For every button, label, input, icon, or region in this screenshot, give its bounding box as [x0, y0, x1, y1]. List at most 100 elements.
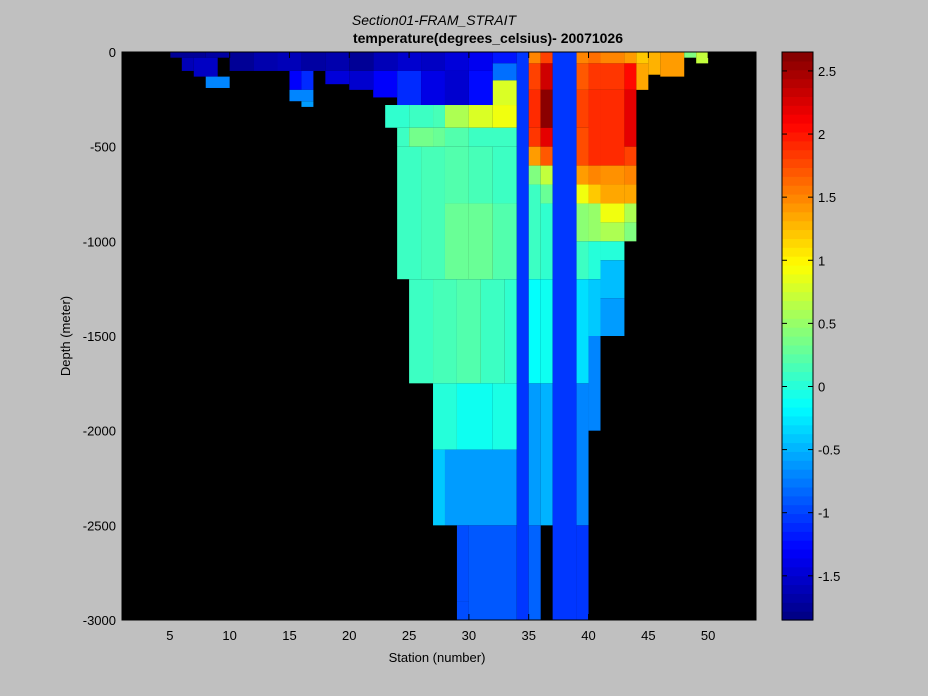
- heatmap-cell: [576, 279, 589, 384]
- x-tick-label: 20: [342, 628, 356, 643]
- heatmap-cell: [540, 63, 553, 90]
- heatmap-cell: [444, 127, 469, 147]
- heatmap-cell: [576, 52, 589, 64]
- heatmap-cell: [444, 146, 469, 204]
- heatmap-cell: [624, 184, 637, 204]
- heatmap-cell: [480, 279, 505, 384]
- heatmap-cell: [444, 105, 469, 128]
- heatmap-cell: [193, 57, 218, 77]
- x-tick-label: 5: [166, 628, 173, 643]
- heatmap-cell: [528, 146, 541, 166]
- heatmap-cell: [588, 279, 601, 336]
- heatmap-cell: [528, 184, 541, 280]
- heatmap-cell: [600, 260, 625, 299]
- heatmap-plot-area: [121, 51, 757, 621]
- colorbar-tick-label: 2: [818, 127, 825, 142]
- colorbar-band: [782, 460, 813, 470]
- heatmap-cell: [600, 165, 625, 185]
- colorbar-band: [782, 87, 813, 97]
- colorbar-band: [782, 611, 813, 621]
- colorbar-band: [782, 575, 813, 586]
- colorbar-band: [782, 415, 813, 426]
- heatmap-cell: [588, 336, 601, 431]
- heatmap-cell: [600, 222, 625, 242]
- colorbar-band: [782, 407, 813, 417]
- colorbar-band: [782, 194, 813, 204]
- colorbar-band: [782, 318, 813, 328]
- heatmap-cell: [468, 52, 493, 71]
- heatmap-cell: [456, 279, 481, 384]
- heatmap-cell: [660, 52, 685, 77]
- heatmap-cell: [528, 89, 541, 128]
- colorbar-band: [782, 176, 813, 186]
- heatmap-cell: [397, 146, 422, 280]
- colorbar-band: [782, 478, 813, 488]
- heatmap-cell: [349, 52, 374, 71]
- colorbar: 2.5 2 1.5 1 0.5 0 -0.5 -1 -1.5: [781, 51, 840, 621]
- heatmap-cell: [492, 203, 517, 280]
- y-tick-label: 0: [109, 45, 116, 60]
- heatmap-cell: [588, 89, 601, 166]
- colorbar-band: [782, 540, 813, 550]
- colorbar-band: [782, 327, 813, 337]
- colorbar-ticks: 2.5 2 1.5 1 0.5 0 -0.5 -1 -1.5: [782, 64, 840, 584]
- heatmap-cell: [433, 383, 457, 450]
- colorbar-band: [782, 185, 813, 195]
- heatmap-cell: [540, 279, 553, 384]
- heatmap-cell: [588, 165, 601, 185]
- colorbar-band: [782, 114, 813, 124]
- heatmap-cell: [600, 298, 625, 336]
- colorbar-band: [782, 504, 813, 515]
- colorbar-tick-label: 0: [818, 379, 825, 394]
- heatmap-cell: [636, 63, 649, 90]
- heatmap-cell: [576, 241, 589, 280]
- colorbar-band: [782, 78, 813, 89]
- heatmap-cell: [624, 52, 637, 64]
- x-axis-label: Station (number): [389, 650, 486, 665]
- heatmap-cell: [540, 127, 553, 147]
- colorbar-band: [782, 69, 813, 80]
- heatmap-cell: [444, 449, 517, 526]
- y-tick-label: -1500: [83, 329, 116, 344]
- heatmap-cell: [528, 165, 541, 185]
- colorbar-band: [782, 60, 813, 71]
- y-tick-label: -3000: [83, 613, 116, 628]
- colorbar-band: [782, 105, 813, 115]
- heatmap-cell: [600, 241, 625, 261]
- heatmap-cell: [528, 383, 541, 526]
- heatmap-cell: [229, 52, 254, 71]
- colorbar-band: [782, 220, 813, 231]
- colorbar-band: [782, 336, 813, 346]
- colorbar-band: [782, 140, 813, 151]
- heatmap-cell: [576, 203, 589, 242]
- heatmap-cell: [421, 70, 445, 106]
- heatmap-cell: [385, 105, 410, 128]
- heatmap-cell: [468, 127, 517, 147]
- x-tick-label: 45: [641, 628, 655, 643]
- colorbar-band: [782, 433, 813, 444]
- heatmap-cell: [456, 601, 469, 620]
- heatmap-cell: [576, 63, 589, 90]
- colorbar-frame: [781, 51, 814, 621]
- heatmap-cell: [205, 76, 230, 88]
- colorbar-gradient: [782, 52, 813, 621]
- heatmap-cell: [576, 165, 589, 185]
- colorbar-band: [782, 380, 813, 390]
- heatmap-cell: [576, 383, 589, 526]
- heatmap-cell: [444, 203, 469, 280]
- heatmap-cell: [684, 52, 697, 58]
- colorbar-band: [782, 451, 813, 461]
- heatmap-cell: [516, 52, 529, 620]
- x-tick-label: 25: [402, 628, 416, 643]
- heatmap-cell: [373, 70, 398, 98]
- heatmap-cell: [301, 52, 326, 71]
- heatmap-cell: [409, 279, 434, 384]
- heatmap-cell: [397, 70, 422, 106]
- colorbar-band: [782, 158, 813, 168]
- y-tick-label: -2500: [83, 518, 116, 533]
- heatmap-cell: [433, 449, 445, 526]
- heatmap-cell: [624, 203, 637, 223]
- heatmap-cell: [624, 63, 637, 90]
- heatmap-cell: [468, 70, 493, 106]
- colorbar-band: [782, 300, 813, 310]
